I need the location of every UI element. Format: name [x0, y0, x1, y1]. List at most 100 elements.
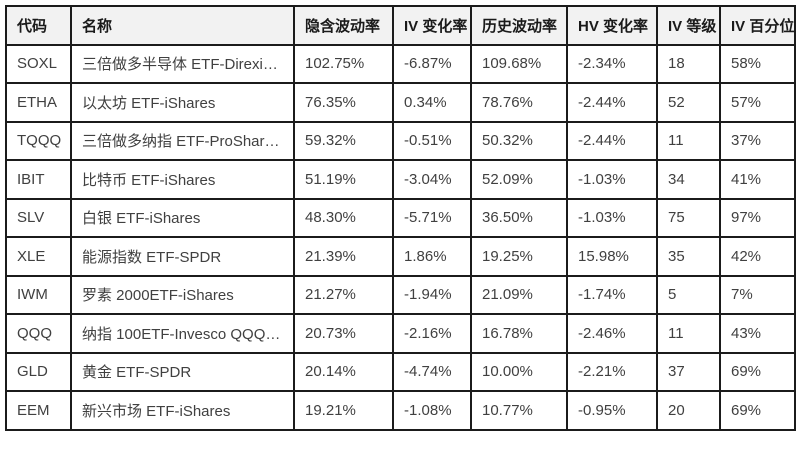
cell-hv-change: -1.03% — [566, 159, 658, 200]
cell-iv-change: -1.94% — [392, 274, 472, 315]
cell-iv-rank: 20 — [656, 390, 721, 431]
cell-hv-change: -2.21% — [566, 351, 658, 392]
cell-iv-change: 0.34% — [392, 82, 472, 123]
cell-name: 罗素 2000ETF-iShares — [70, 274, 295, 315]
cell-historical-volatility: 50.32% — [470, 120, 568, 161]
table-row-etha[interactable]: ETHA 以太坊 ETF-iShares 76.35% 0.34% 78.76%… — [5, 82, 796, 123]
col-header-code[interactable]: 代码 — [5, 5, 72, 46]
etf-volatility-table: 代码 名称 隐含波动率 IV 变化率 历史波动率 HV 变化率 IV 等级 IV… — [5, 5, 796, 431]
cell-code: IWM — [5, 274, 72, 315]
cell-iv-percentile: 42% — [719, 236, 796, 277]
cell-implied-volatility: 20.14% — [293, 351, 394, 392]
cell-historical-volatility: 52.09% — [470, 159, 568, 200]
cell-iv-rank: 37 — [656, 351, 721, 392]
col-header-historical-volatility[interactable]: 历史波动率 — [470, 5, 568, 46]
cell-code: EEM — [5, 390, 72, 431]
table-row-soxl[interactable]: SOXL 三倍做多半导体 ETF-Direxi… 102.75% -6.87% … — [5, 43, 796, 84]
cell-code: XLE — [5, 236, 72, 277]
cell-name: 纳指 100ETF-Invesco QQQ… — [70, 313, 295, 354]
table-row-tqqq[interactable]: TQQQ 三倍做多纳指 ETF-ProShar… 59.32% -0.51% 5… — [5, 120, 796, 161]
cell-name: 三倍做多半导体 ETF-Direxi… — [70, 43, 295, 84]
cell-iv-rank: 18 — [656, 43, 721, 84]
cell-hv-change: -1.03% — [566, 197, 658, 238]
table-row-ibit[interactable]: IBIT 比特币 ETF-iShares 51.19% -3.04% 52.09… — [5, 159, 796, 200]
cell-implied-volatility: 19.21% — [293, 390, 394, 431]
cell-implied-volatility: 59.32% — [293, 120, 394, 161]
cell-name: 白银 ETF-iShares — [70, 197, 295, 238]
cell-code: ETHA — [5, 82, 72, 123]
cell-iv-change: -6.87% — [392, 43, 472, 84]
cell-code: GLD — [5, 351, 72, 392]
cell-iv-percentile: 97% — [719, 197, 796, 238]
cell-hv-change: -2.34% — [566, 43, 658, 84]
cell-iv-percentile: 41% — [719, 159, 796, 200]
col-header-iv-change[interactable]: IV 变化率 — [392, 5, 472, 46]
cell-hv-change: 15.98% — [566, 236, 658, 277]
cell-historical-volatility: 21.09% — [470, 274, 568, 315]
cell-code: SLV — [5, 197, 72, 238]
cell-implied-volatility: 21.39% — [293, 236, 394, 277]
cell-implied-volatility: 20.73% — [293, 313, 394, 354]
table-row-eem[interactable]: EEM 新兴市场 ETF-iShares 19.21% -1.08% 10.77… — [5, 390, 796, 431]
cell-iv-percentile: 7% — [719, 274, 796, 315]
col-header-implied-volatility[interactable]: 隐含波动率 — [293, 5, 394, 46]
cell-historical-volatility: 10.00% — [470, 351, 568, 392]
cell-name: 以太坊 ETF-iShares — [70, 82, 295, 123]
cell-historical-volatility: 78.76% — [470, 82, 568, 123]
etf-volatility-table-container: 代码 名称 隐含波动率 IV 变化率 历史波动率 HV 变化率 IV 等级 IV… — [5, 5, 796, 431]
table-row-gld[interactable]: GLD 黄金 ETF-SPDR 20.14% -4.74% 10.00% -2.… — [5, 351, 796, 392]
cell-iv-rank: 5 — [656, 274, 721, 315]
cell-hv-change: -1.74% — [566, 274, 658, 315]
cell-hv-change: -2.44% — [566, 82, 658, 123]
header-row: 代码 名称 隐含波动率 IV 变化率 历史波动率 HV 变化率 IV 等级 IV… — [5, 5, 796, 46]
cell-name: 能源指数 ETF-SPDR — [70, 236, 295, 277]
cell-iv-rank: 35 — [656, 236, 721, 277]
cell-hv-change: -0.95% — [566, 390, 658, 431]
table-row-slv[interactable]: SLV 白银 ETF-iShares 48.30% -5.71% 36.50% … — [5, 197, 796, 238]
table-row-xle[interactable]: XLE 能源指数 ETF-SPDR 21.39% 1.86% 19.25% 15… — [5, 236, 796, 277]
cell-iv-rank: 11 — [656, 120, 721, 161]
cell-iv-percentile: 58% — [719, 43, 796, 84]
table-row-iwm[interactable]: IWM 罗素 2000ETF-iShares 21.27% -1.94% 21.… — [5, 274, 796, 315]
cell-iv-change: 1.86% — [392, 236, 472, 277]
cell-hv-change: -2.44% — [566, 120, 658, 161]
cell-implied-volatility: 21.27% — [293, 274, 394, 315]
cell-iv-change: -2.16% — [392, 313, 472, 354]
cell-code: QQQ — [5, 313, 72, 354]
cell-iv-percentile: 37% — [719, 120, 796, 161]
cell-iv-rank: 75 — [656, 197, 721, 238]
cell-hv-change: -2.46% — [566, 313, 658, 354]
cell-name: 比特币 ETF-iShares — [70, 159, 295, 200]
cell-name: 新兴市场 ETF-iShares — [70, 390, 295, 431]
col-header-iv-percentile[interactable]: IV 百分位 — [719, 5, 796, 46]
col-header-name[interactable]: 名称 — [70, 5, 295, 46]
col-header-hv-change[interactable]: HV 变化率 — [566, 5, 658, 46]
cell-iv-change: -0.51% — [392, 120, 472, 161]
cell-iv-change: -5.71% — [392, 197, 472, 238]
cell-name: 三倍做多纳指 ETF-ProShar… — [70, 120, 295, 161]
cell-iv-percentile: 69% — [719, 390, 796, 431]
cell-implied-volatility: 51.19% — [293, 159, 394, 200]
cell-iv-rank: 11 — [656, 313, 721, 354]
cell-historical-volatility: 10.77% — [470, 390, 568, 431]
cell-iv-change: -3.04% — [392, 159, 472, 200]
cell-iv-percentile: 69% — [719, 351, 796, 392]
cell-historical-volatility: 109.68% — [470, 43, 568, 84]
cell-iv-change: -1.08% — [392, 390, 472, 431]
cell-iv-change: -4.74% — [392, 351, 472, 392]
cell-name: 黄金 ETF-SPDR — [70, 351, 295, 392]
cell-historical-volatility: 36.50% — [470, 197, 568, 238]
cell-historical-volatility: 19.25% — [470, 236, 568, 277]
cell-code: SOXL — [5, 43, 72, 84]
cell-iv-rank: 52 — [656, 82, 721, 123]
table-row-qqq[interactable]: QQQ 纳指 100ETF-Invesco QQQ… 20.73% -2.16%… — [5, 313, 796, 354]
cell-iv-percentile: 57% — [719, 82, 796, 123]
cell-iv-percentile: 43% — [719, 313, 796, 354]
cell-iv-rank: 34 — [656, 159, 721, 200]
cell-code: IBIT — [5, 159, 72, 200]
cell-historical-volatility: 16.78% — [470, 313, 568, 354]
col-header-iv-rank[interactable]: IV 等级 — [656, 5, 721, 46]
cell-implied-volatility: 76.35% — [293, 82, 394, 123]
cell-code: TQQQ — [5, 120, 72, 161]
cell-implied-volatility: 102.75% — [293, 43, 394, 84]
